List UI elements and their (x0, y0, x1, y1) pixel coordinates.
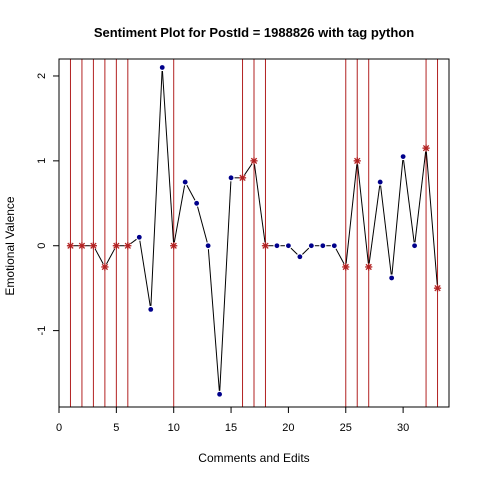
point-31 (412, 243, 417, 249)
x-axis-label: Comments and Edits (198, 451, 309, 465)
line-segment-21 (302, 247, 310, 255)
line-segment-4 (106, 248, 116, 265)
line-segment-17 (253, 164, 266, 243)
x-tick-label-25: 25 (340, 422, 352, 434)
sentiment-series (73, 70, 438, 391)
line-segment-8 (150, 70, 163, 306)
x-tick-label-0: 0 (56, 422, 62, 434)
line-segment-11 (186, 184, 196, 201)
x-axis: 0 5 10 15 20 25 30 (56, 406, 409, 434)
x-tick-label-30: 30 (397, 422, 409, 434)
point-12 (194, 200, 200, 206)
point-15 (228, 175, 234, 181)
x-tick-label-15: 15 (225, 422, 237, 434)
line-segment-20 (290, 247, 298, 255)
point-23 (320, 243, 326, 249)
y-tick-label-2: 2 (36, 73, 48, 79)
y-axis: -1 0 1 2 (36, 73, 60, 336)
y-tick-label--1: -1 (36, 326, 48, 336)
line-segment-31 (414, 151, 427, 243)
edit-point-32 (422, 144, 430, 152)
line-segment-29 (391, 160, 404, 275)
edit-point-6 (124, 242, 132, 250)
x-tick-label-10: 10 (168, 422, 180, 434)
edit-point-25 (342, 263, 350, 271)
point-21 (297, 254, 303, 260)
point-30 (400, 154, 406, 160)
edit-point-5 (112, 242, 120, 250)
point-29 (389, 275, 395, 281)
point-14 (217, 391, 222, 397)
edit-point-16 (238, 174, 247, 182)
point-24 (331, 243, 337, 249)
y-tick-label-0: 0 (36, 243, 48, 249)
line-segment-32 (425, 151, 438, 285)
edit-point-2 (78, 242, 86, 250)
edit-marker-lines (69, 59, 439, 407)
line-segment-24 (335, 248, 345, 265)
point-20 (286, 243, 291, 249)
line-segment-7 (139, 240, 151, 307)
point-7 (136, 234, 142, 240)
point-9 (159, 65, 165, 70)
x-tick-label-20: 20 (282, 422, 294, 434)
point-11 (182, 179, 188, 185)
line-segment-30 (403, 160, 415, 243)
edit-point-10 (170, 242, 178, 250)
y-axis-label: Emotional Valence (3, 196, 17, 295)
point-28 (377, 179, 383, 185)
edit-point-17 (250, 157, 258, 165)
chart-title: Sentiment Plot for PostId = 1988826 with… (94, 25, 414, 40)
line-segment-12 (197, 206, 208, 243)
line-segment-6 (130, 238, 137, 245)
edit-point-33 (433, 284, 442, 292)
edit-point-26 (353, 157, 361, 165)
edit-point-1 (66, 242, 75, 250)
point-19 (274, 243, 280, 249)
line-segment-26 (357, 164, 369, 264)
x-tick-label-5: 5 (113, 422, 119, 434)
line-segment-14 (219, 181, 232, 391)
line-segment-10 (173, 185, 186, 243)
point-8 (148, 306, 154, 312)
point-13 (205, 243, 211, 249)
line-segment-3 (94, 248, 104, 265)
edit-point-27 (365, 263, 373, 271)
line-segment-27 (368, 185, 381, 264)
y-tick-label-1: 1 (36, 158, 48, 164)
edit-point-4 (101, 263, 109, 271)
line-segment-25 (345, 164, 358, 264)
edit-point-18 (261, 242, 270, 250)
line-segment-9 (161, 70, 174, 243)
point-22 (308, 243, 314, 249)
line-segment-16 (244, 163, 253, 176)
line-segment-13 (207, 249, 220, 391)
line-segment-28 (380, 185, 392, 275)
data-points (66, 65, 442, 397)
edit-point-3 (89, 242, 98, 250)
